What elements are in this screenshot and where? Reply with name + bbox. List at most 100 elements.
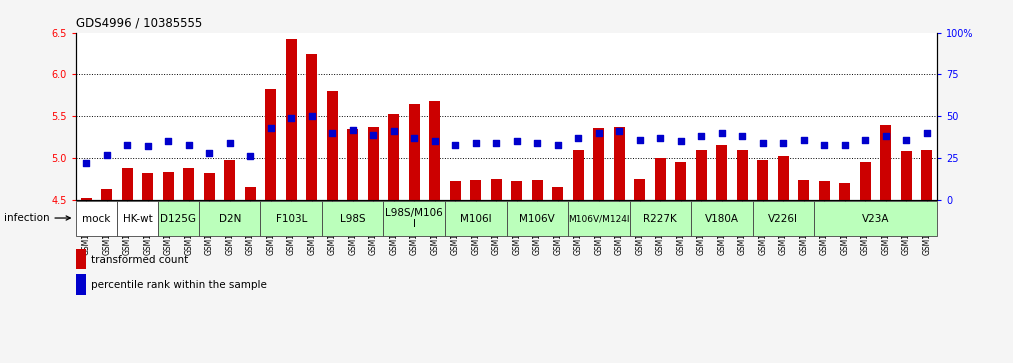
Bar [634, 179, 645, 200]
FancyBboxPatch shape [384, 201, 445, 236]
Bar [798, 180, 809, 200]
Bar [265, 89, 277, 200]
Bar [532, 180, 543, 200]
Bar [306, 54, 317, 200]
Point [591, 130, 607, 136]
Bar [921, 150, 932, 200]
Bar [450, 181, 461, 200]
Bar [594, 128, 605, 200]
FancyBboxPatch shape [322, 201, 384, 236]
Point [775, 140, 791, 146]
Text: L98S/M106
I: L98S/M106 I [385, 208, 443, 229]
Text: M106I: M106I [460, 214, 491, 224]
Text: infection: infection [4, 213, 70, 223]
Point [304, 113, 320, 119]
Bar [757, 160, 769, 200]
Text: M106V/M124I: M106V/M124I [568, 214, 629, 223]
Text: HK-wt: HK-wt [123, 214, 152, 224]
Point [406, 135, 422, 141]
Bar [368, 127, 379, 200]
Bar [244, 187, 256, 200]
Point [242, 153, 258, 159]
FancyBboxPatch shape [116, 201, 158, 236]
Bar [122, 168, 133, 200]
Bar [490, 179, 501, 200]
Point [284, 115, 300, 121]
Text: V226I: V226I [768, 214, 798, 224]
Point [919, 130, 935, 136]
Bar [347, 129, 359, 200]
Point [120, 142, 136, 147]
Bar [163, 172, 174, 200]
Point [365, 132, 381, 138]
FancyBboxPatch shape [76, 201, 116, 236]
FancyBboxPatch shape [691, 201, 753, 236]
Bar [572, 150, 583, 200]
Point [611, 128, 627, 134]
FancyBboxPatch shape [753, 201, 814, 236]
Bar [901, 151, 912, 200]
Point [877, 133, 893, 139]
Bar [675, 162, 687, 200]
Point [899, 136, 915, 142]
Bar [76, 249, 86, 269]
FancyBboxPatch shape [814, 201, 937, 236]
Bar [839, 183, 850, 200]
Text: mock: mock [82, 214, 110, 224]
Bar [430, 101, 441, 200]
Point [78, 160, 94, 166]
Bar [860, 162, 871, 200]
Bar [716, 145, 727, 200]
Bar [654, 158, 666, 200]
Bar [512, 181, 523, 200]
Point [262, 125, 279, 131]
Bar [101, 189, 112, 200]
Bar [470, 180, 481, 200]
Bar [614, 127, 625, 200]
Bar [76, 274, 86, 295]
Point [202, 150, 218, 156]
Point [550, 142, 566, 147]
FancyBboxPatch shape [158, 201, 199, 236]
Point [755, 140, 771, 146]
Bar [819, 181, 830, 200]
Point [816, 142, 833, 147]
FancyBboxPatch shape [568, 201, 629, 236]
Bar [880, 125, 891, 200]
Bar [408, 103, 419, 200]
FancyBboxPatch shape [260, 201, 322, 236]
Point [386, 128, 402, 134]
Bar [326, 91, 338, 200]
Text: F103L: F103L [276, 214, 307, 224]
Point [344, 127, 361, 132]
Point [529, 140, 545, 146]
Text: transformed count: transformed count [91, 254, 188, 265]
Bar [552, 187, 563, 200]
Bar [736, 150, 748, 200]
Point [837, 142, 853, 147]
Bar [696, 150, 707, 200]
Bar [204, 173, 215, 200]
Bar [183, 168, 194, 200]
Point [693, 133, 709, 139]
FancyBboxPatch shape [199, 201, 260, 236]
Point [140, 143, 156, 149]
Point [468, 140, 484, 146]
Point [222, 140, 238, 146]
Point [324, 130, 340, 136]
Point [488, 140, 504, 146]
Point [714, 130, 730, 136]
Text: D125G: D125G [160, 214, 197, 224]
Bar [778, 156, 789, 200]
Bar [142, 173, 153, 200]
FancyBboxPatch shape [445, 201, 506, 236]
Point [673, 138, 689, 144]
Point [857, 136, 873, 142]
Bar [286, 39, 297, 200]
Point [652, 135, 669, 141]
Text: R227K: R227K [643, 214, 677, 224]
Point [426, 138, 443, 144]
Point [570, 135, 587, 141]
Point [98, 152, 114, 158]
FancyBboxPatch shape [506, 201, 568, 236]
